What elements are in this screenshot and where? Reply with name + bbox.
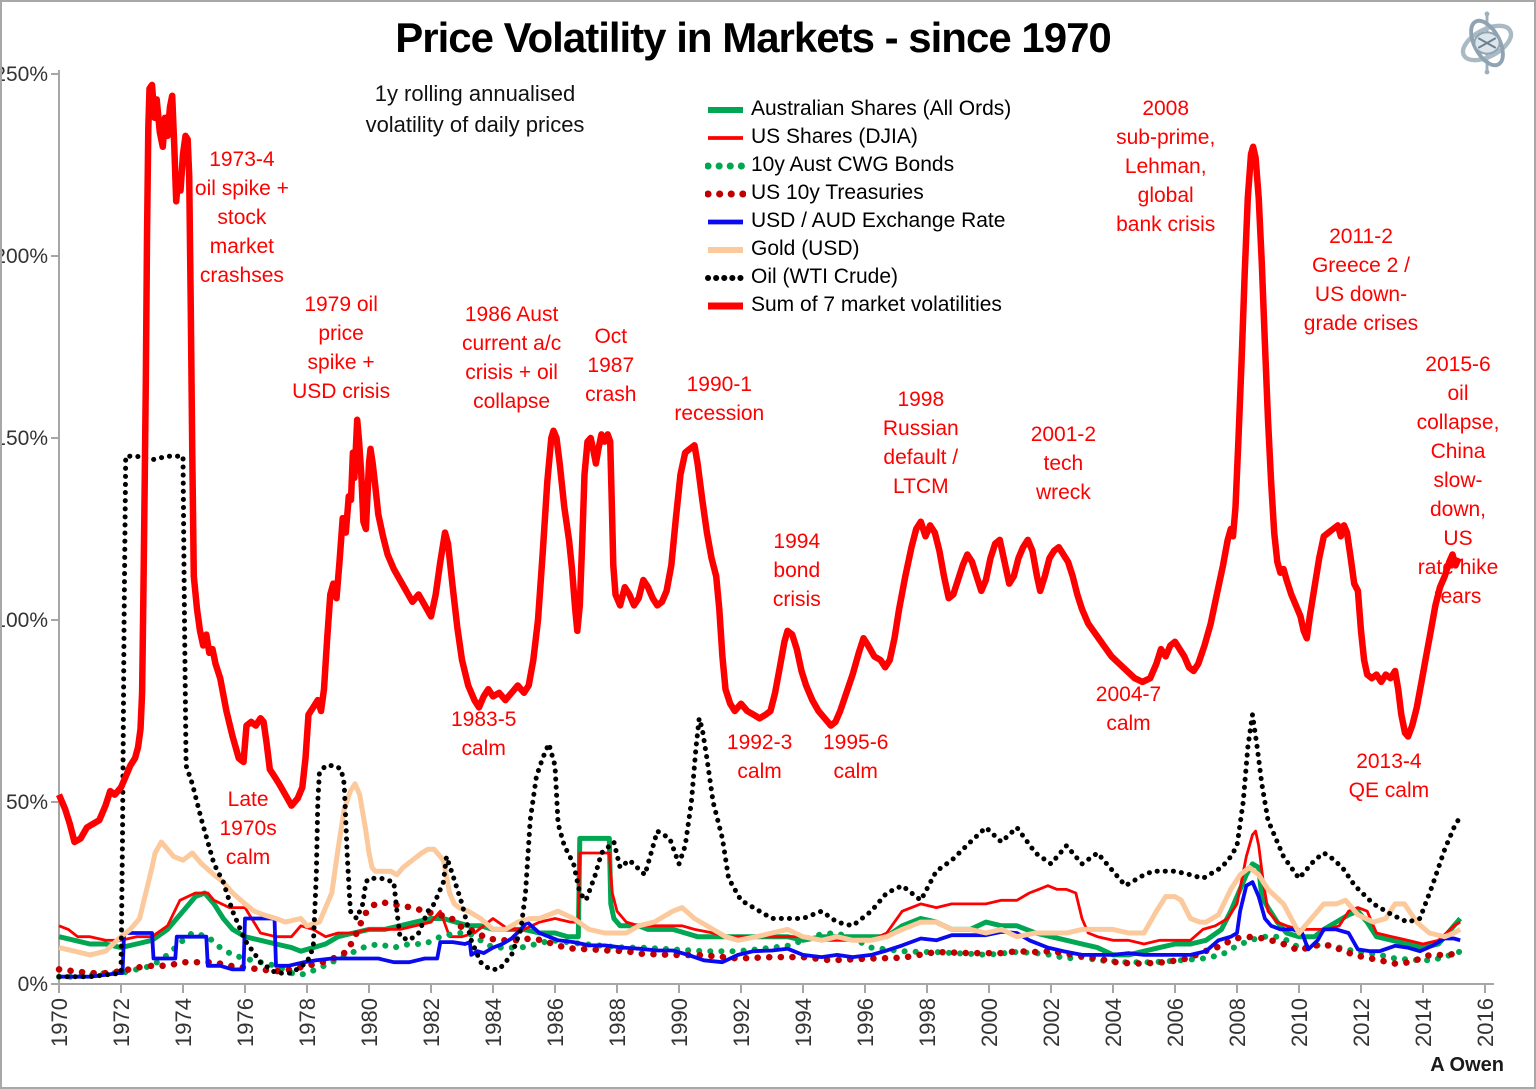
event-annotation: 1986 Aust current a/c crisis + oil colla…: [461, 303, 562, 414]
x-tick-label: 2010: [1287, 998, 1312, 1047]
x-tick-label: 1992: [729, 998, 754, 1047]
event-annotation: 1990-1 recession: [674, 372, 765, 425]
event-annotation: 2008 sub-prime, Lehman, global bank cris…: [1116, 97, 1216, 237]
legend-label: US Shares (DJIA): [751, 125, 918, 148]
event-annotation: Oct 1987 crash: [585, 324, 637, 406]
y-tick-label: 200%: [2, 245, 48, 268]
x-tick-label: 1994: [791, 998, 816, 1047]
author-credit: A Owen: [1430, 1054, 1504, 1076]
series-gold-usd-: [58, 781, 1462, 958]
event-annotation: Late 1970s calm: [219, 787, 277, 869]
legend-swatch-dotted-line-icon: [704, 187, 747, 199]
event-annotation: 2001-2 tech wreck: [1030, 423, 1097, 505]
legend-swatch-line-icon: [705, 131, 746, 143]
event-annotation: 1983-5 calm: [450, 708, 517, 761]
gyroscope-logo-icon: [1460, 11, 1514, 75]
x-tick-label: 1982: [419, 998, 444, 1047]
event-annotation: 1995-6 calm: [822, 731, 889, 784]
legend-item: Oil (WTI Crude): [705, 263, 1011, 291]
x-tick-label: 1988: [605, 998, 630, 1047]
series-oil-wti-crude-: [56, 453, 1463, 980]
legend-item: 10y Aust CWG Bonds: [704, 151, 1011, 179]
x-tick-label: 2002: [1039, 998, 1064, 1047]
x-tick-label: 2000: [977, 998, 1002, 1047]
x-tick-label: 1980: [357, 998, 382, 1047]
legend: Australian Shares (All Ords) US Shares (D…: [704, 95, 1011, 319]
event-annotation: 1973-4 oil spike + stock market crashses: [194, 147, 289, 287]
event-annotation: 1992-3 calm: [726, 731, 793, 784]
legend-swatch-line-icon: [705, 215, 746, 227]
x-tick-label: 2014: [1411, 998, 1436, 1047]
event-annotation: 2013-4 QE calm: [1348, 750, 1430, 803]
legend-item: Sum of 7 market volatilities: [705, 291, 1011, 319]
event-annotation: 1979 oil price spike + USD crisis: [292, 292, 391, 403]
series-sum-of-7-market-volatilities: [56, 81, 1462, 846]
legend-label: Gold (USD): [751, 237, 860, 260]
y-tick-label: 150%: [2, 427, 48, 450]
y-tick-label: 250%: [2, 63, 48, 86]
y-tick-label: 100%: [2, 609, 48, 632]
y-tick-label: 0%: [18, 973, 48, 996]
x-tick-label: 2004: [1101, 998, 1126, 1047]
legend-item: US Shares (DJIA): [705, 123, 1011, 151]
x-tick-label: 2016: [1473, 998, 1498, 1047]
legend-item: Australian Shares (All Ords): [705, 95, 1011, 123]
x-tick-label: 1996: [853, 998, 878, 1047]
legend-swatch-line-icon: [705, 299, 746, 311]
x-tick-label: 1970: [47, 998, 72, 1047]
legend-label: Australian Shares (All Ords): [751, 97, 1012, 120]
x-tick-label: 1978: [295, 998, 320, 1047]
legend-label: 10y Aust CWG Bonds: [751, 153, 955, 176]
x-tick-label: 1990: [667, 998, 692, 1047]
x-tick-label: 1986: [543, 998, 568, 1047]
x-tick-label: 1974: [171, 998, 196, 1047]
legend-item: USD / AUD Exchange Rate: [705, 207, 1011, 235]
legend-swatch-line-icon: [705, 103, 746, 115]
x-tick-label: 1976: [233, 998, 258, 1047]
x-tick-label: 2012: [1349, 998, 1374, 1047]
x-tick-label: 1972: [109, 998, 134, 1047]
event-annotation: 2004-7 calm: [1095, 683, 1162, 736]
x-tick-label: 1984: [481, 998, 506, 1047]
x-tick-label: 2006: [1163, 998, 1188, 1047]
legend-item: Gold (USD): [705, 235, 1011, 263]
legend-label: US 10y Treasuries: [751, 181, 924, 204]
legend-swatch-dotted-line-icon: [704, 159, 747, 171]
legend-label: Sum of 7 market volatilities: [751, 293, 1002, 316]
series-usd-aud-exchange-rate: [59, 880, 1461, 979]
chart-title: Price Volatility in Markets - since 1970: [395, 14, 1112, 61]
legend-swatch-dotted-line-icon: [705, 271, 746, 283]
legend-label: USD / AUD Exchange Rate: [751, 209, 1006, 232]
x-tick-label: 2008: [1225, 998, 1250, 1047]
legend-swatch-line-icon: [705, 243, 746, 255]
event-annotation: 1994 bond crisis: [772, 530, 821, 612]
y-tick-label: 50%: [6, 791, 48, 814]
event-annotation: 2015-6 oil collapse, China slow- down, U…: [1416, 352, 1500, 608]
event-annotation: 1998 Russian default / LTCM: [882, 387, 959, 498]
event-annotation: 2011-2 Greece 2 / US down- grade crises: [1303, 225, 1419, 336]
legend-item: US 10y Treasuries: [704, 179, 1011, 207]
chart-subtitle: 1y rolling annualised volatility of dail…: [365, 81, 585, 137]
legend-label: Oil (WTI Crude): [751, 265, 898, 288]
x-tick-label: 1998: [915, 998, 940, 1047]
